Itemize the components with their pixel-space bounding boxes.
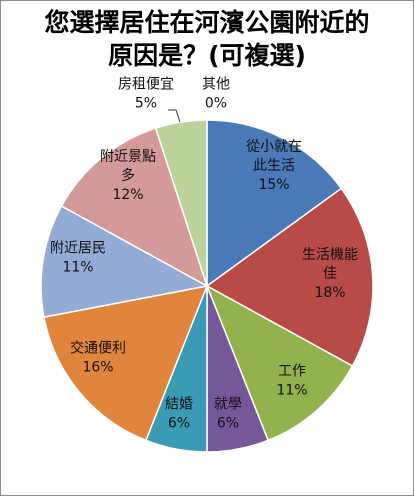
slice-category-label-0: 此生活 bbox=[253, 158, 295, 174]
slice-category-label-7: 附近景點 bbox=[100, 149, 156, 165]
chart-title: 您選擇居住在河濱公園附近的 原因是？(可複選) bbox=[0, 6, 414, 72]
pie-slice-5 bbox=[43, 285, 209, 442]
slice-value-label-7: 12% bbox=[112, 187, 143, 203]
leader-lines bbox=[168, 109, 181, 123]
slice-category-label-2: 工作 bbox=[278, 364, 306, 380]
slice-category-label-4: 結婚 bbox=[165, 397, 193, 413]
slice-category-label-9: 其他 bbox=[202, 77, 230, 93]
pie-slice-2 bbox=[205, 284, 354, 442]
slice-value-label-8: 5% bbox=[135, 96, 157, 112]
pie-slice-7 bbox=[60, 127, 209, 288]
slice-category-label-3: 就學 bbox=[214, 397, 242, 413]
slice-value-label-3: 6% bbox=[217, 416, 239, 432]
slice-category-label-5: 交通便利 bbox=[70, 340, 126, 357]
slice-category-label-0: 從小就在 bbox=[246, 139, 302, 155]
chart-title-line-2: 原因是？(可複選) bbox=[108, 41, 306, 70]
slice-value-label-1: 18% bbox=[314, 285, 345, 301]
pie-slice-0 bbox=[206, 119, 343, 288]
slice-value-label-2: 11% bbox=[276, 383, 307, 399]
slice-category-label-6: 附近居民 bbox=[50, 241, 106, 257]
slice-value-label-5: 16% bbox=[82, 360, 113, 376]
slice-category-label-8: 房租便宜 bbox=[118, 77, 174, 93]
pie-slice-1 bbox=[205, 187, 374, 367]
slice-value-label-4: 6% bbox=[168, 416, 190, 432]
slice-category-label-1: 生活機能 bbox=[302, 247, 358, 263]
pie-slice-8 bbox=[154, 119, 208, 287]
slice-value-label-6: 11% bbox=[62, 260, 93, 276]
pie-slice-6 bbox=[40, 205, 210, 318]
slice-category-label-1: 佳 bbox=[323, 266, 337, 282]
chart-title-line-1: 您選擇居住在河濱公園附近的 bbox=[44, 8, 370, 37]
slice-value-label-9: 0% bbox=[205, 96, 227, 112]
slice-value-label-0: 15% bbox=[258, 177, 289, 193]
pie-slices bbox=[40, 119, 374, 453]
slice-category-label-7: 多 bbox=[121, 167, 135, 184]
leader-line-rent bbox=[168, 109, 181, 123]
